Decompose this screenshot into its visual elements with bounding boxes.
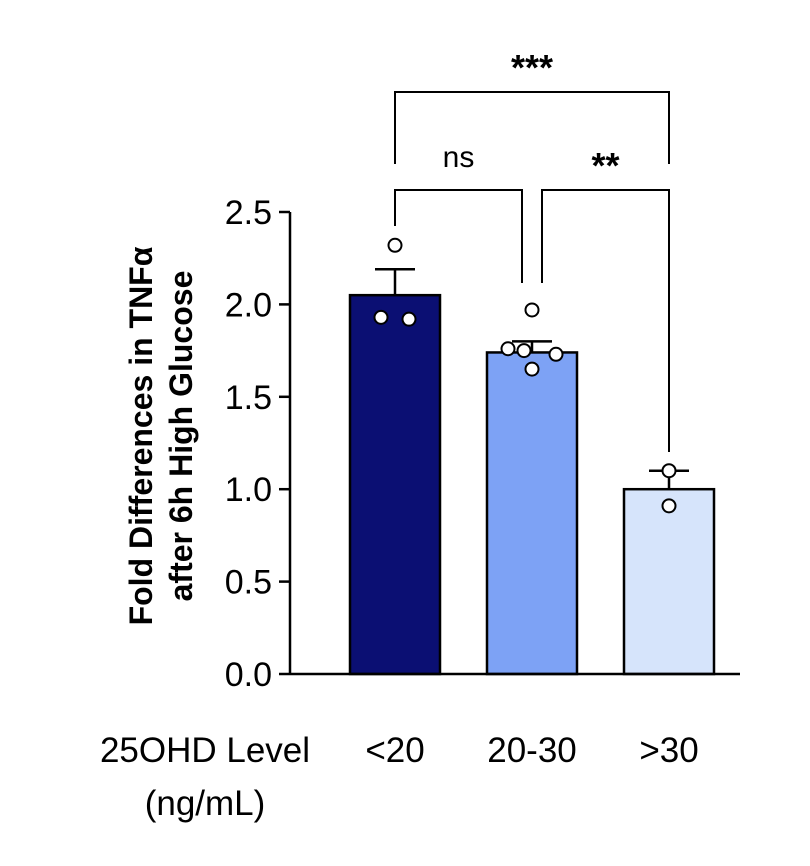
x-tick-labels: <20 20-30 >30 bbox=[365, 731, 698, 770]
data-point-1-1 bbox=[500, 341, 516, 357]
x-tick-label-0: <20 bbox=[365, 731, 424, 770]
y-tick-label-0: 0.0 bbox=[225, 656, 272, 694]
bar-1 bbox=[485, 351, 579, 676]
significance-brackets: ns ***** bbox=[394, 47, 670, 452]
data-point-2-0 bbox=[661, 463, 677, 479]
axes-group bbox=[288, 212, 740, 676]
data-point-1-3 bbox=[548, 346, 564, 362]
error-bars-group bbox=[375, 268, 689, 490]
data-point-1-4 bbox=[524, 361, 540, 377]
x-axis-title-line1: 25OHD Level bbox=[100, 731, 310, 770]
y-ticks-group: 0.0 0.5 1.0 1.5 2.0 2.5 bbox=[225, 194, 290, 694]
y-tick-label-2: 1.0 bbox=[225, 471, 272, 509]
significance-bracket-0 bbox=[394, 189, 523, 283]
x-axis-title-line2: (ng/mL) bbox=[145, 784, 266, 823]
data-point-0-1 bbox=[373, 309, 389, 325]
y-tick-label-3: 1.5 bbox=[225, 379, 272, 417]
x-tick-label-2: >30 bbox=[639, 731, 698, 770]
significance-bracket-2 bbox=[394, 91, 670, 164]
data-points-group bbox=[373, 237, 677, 514]
y-tick-label-4: 2.0 bbox=[225, 286, 272, 324]
data-point-2-1 bbox=[661, 498, 677, 514]
y-axis-title-line1: Fold Differences in TNFα bbox=[123, 246, 159, 625]
significance-label-2: *** bbox=[511, 47, 553, 88]
significance-label-0: ns bbox=[443, 141, 475, 174]
y-tick-label-5: 2.5 bbox=[225, 194, 272, 232]
data-point-1-2 bbox=[516, 343, 532, 359]
bar-0 bbox=[348, 293, 442, 676]
y-axis-title: Fold Differences in TNFα after 6h High G… bbox=[123, 246, 199, 625]
y-tick-label-1: 0.5 bbox=[225, 564, 272, 602]
significance-bracket-1 bbox=[541, 189, 670, 452]
x-tick-label-1: 20-30 bbox=[487, 731, 577, 770]
significance-label-1: ** bbox=[591, 145, 619, 186]
data-point-0-2 bbox=[401, 311, 417, 327]
data-point-1-0 bbox=[524, 302, 540, 318]
y-axis-title-line2: after 6h High Glucose bbox=[163, 271, 199, 602]
data-point-0-0 bbox=[387, 237, 403, 253]
bar-2 bbox=[622, 487, 716, 676]
